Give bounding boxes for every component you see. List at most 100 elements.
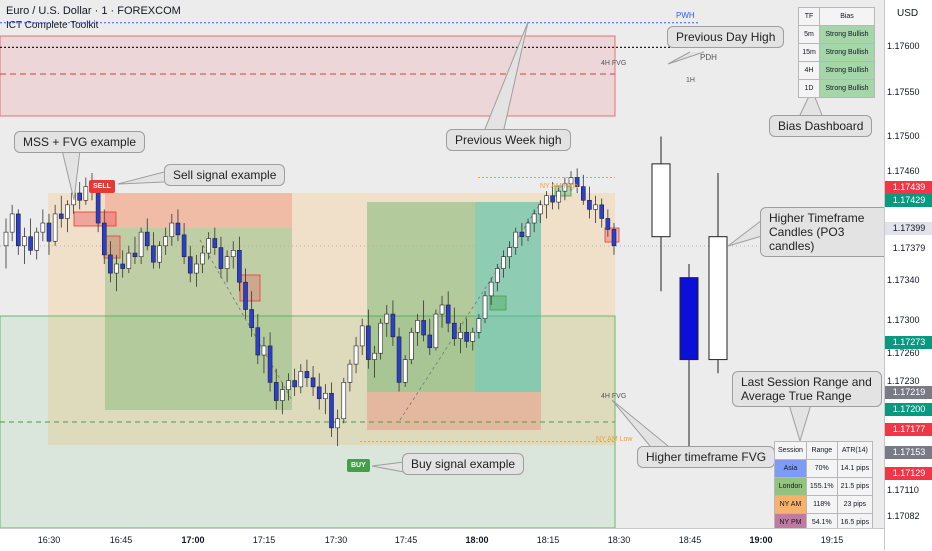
time-axis-label: 18:15 <box>536 535 560 545</box>
candle <box>316 386 322 400</box>
pointer-htf-fvg <box>611 399 669 447</box>
swing-line <box>199 239 293 401</box>
candle <box>181 234 187 258</box>
session-name: NY PM <box>774 513 807 528</box>
price-tag: 1.17177 <box>885 423 932 436</box>
fvg-box <box>489 295 507 311</box>
ny-am-low-label: NY AM Low <box>596 436 633 443</box>
candle <box>495 268 500 283</box>
candle <box>310 377 316 388</box>
time-axis-label: 17:00 <box>181 535 205 545</box>
price-tag: 1.17153 <box>885 446 932 459</box>
candle <box>329 392 334 429</box>
pwh-label: PWH <box>676 11 695 20</box>
atr-header: ATR(14) <box>836 441 874 460</box>
candle <box>507 247 512 258</box>
chart-pane[interactable]: Euro / U.S. Dollar · 1 · FOREXCOM ICT Co… <box>0 0 884 528</box>
bias-tf: 5m <box>798 25 820 44</box>
symbol-title[interactable]: Euro / U.S. Dollar · 1 · FOREXCOM <box>6 5 181 17</box>
price-tag: 1.17399 <box>885 222 932 235</box>
pointer-sell <box>117 171 165 185</box>
candle <box>206 238 211 254</box>
price-tag: 1.17439 <box>885 181 932 194</box>
candle <box>415 320 420 333</box>
indicator-name[interactable]: ICT Complete Toolkit <box>6 20 99 31</box>
candle <box>587 199 592 210</box>
sell-target-zone <box>105 193 292 228</box>
candle <box>218 247 224 269</box>
candle <box>34 231 40 251</box>
time-axis-label: 19:00 <box>749 535 773 545</box>
time-axis-label: 16:30 <box>37 535 61 545</box>
time-axis[interactable]: 16:30 16:45 17:00 17:15 17:30 17:45 18:00 18:15… <box>0 528 884 551</box>
htf-candle <box>679 277 699 361</box>
candle <box>298 371 304 388</box>
candle <box>212 238 218 248</box>
time-axis-label: 17:30 <box>324 535 348 545</box>
candle <box>138 231 144 258</box>
sell-signal-marker[interactable]: SELL <box>89 180 115 193</box>
callout-sell-signal: Sell signal example <box>164 164 286 186</box>
callout-htf-candles: Higher Timeframe Candles (PO3 candles) <box>760 207 884 257</box>
candle <box>501 256 506 269</box>
currency-button[interactable]: USD <box>897 8 919 19</box>
price-tag: 1.17129 <box>885 467 932 480</box>
candle <box>286 380 291 390</box>
candle <box>470 331 476 342</box>
pointer-buy <box>371 461 405 473</box>
candle <box>378 322 383 354</box>
callout-buy-signal: Buy signal example <box>402 453 525 475</box>
candle <box>538 204 543 215</box>
session-range: 118% <box>805 495 838 514</box>
price-axis-label: 1.17500 <box>887 131 920 141</box>
session-atr: 23 pips <box>836 495 874 514</box>
pointer-pdh <box>667 51 705 65</box>
bias-header-bias: Bias <box>819 7 875 26</box>
pdh-label: PDH <box>700 53 717 62</box>
price-chart[interactable] <box>0 0 884 528</box>
callout-previous-day-high: Previous Day High <box>667 26 785 48</box>
price-tag: 1.17273 <box>885 336 932 349</box>
session-atr: 21.5 pips <box>836 477 874 496</box>
sell-stop-zone <box>105 228 292 410</box>
candle <box>562 183 568 192</box>
candle <box>194 263 199 274</box>
session-name: NY AM <box>774 495 807 514</box>
candle <box>458 331 463 339</box>
candle <box>439 304 445 315</box>
callout-session-range: Last Session Range and Average True Rang… <box>732 371 882 407</box>
candle <box>151 245 156 263</box>
htf-candle <box>651 163 671 238</box>
candle <box>611 229 617 247</box>
time-axis-label: 17:15 <box>252 535 276 545</box>
session-name: London <box>774 477 807 496</box>
candle <box>599 204 605 219</box>
candle <box>9 213 15 233</box>
candle <box>347 363 353 383</box>
range-header: Range <box>805 441 838 460</box>
candle <box>341 382 347 420</box>
candle <box>366 325 371 360</box>
candle <box>237 250 242 283</box>
candle <box>396 336 402 383</box>
session-range: 54.1% <box>805 513 838 528</box>
mss-fvg-box <box>73 211 117 227</box>
callout-htf-fvg: Higher timeframe FVG <box>637 446 776 468</box>
candle <box>292 380 297 388</box>
fvg-4h-top-label: 4H FVG <box>601 60 627 67</box>
price-axis-label: 1.17340 <box>887 275 920 285</box>
candle <box>390 313 396 338</box>
candle <box>187 256 193 274</box>
candle <box>427 334 433 349</box>
candle <box>409 331 414 360</box>
time-axis-label: 18:00 <box>465 535 489 545</box>
candle <box>267 345 273 383</box>
candle <box>65 204 70 219</box>
buy-target-zone <box>367 202 541 392</box>
candle <box>476 318 482 333</box>
candle <box>132 252 138 258</box>
price-axis-label: 1.17460 <box>887 166 920 176</box>
candle <box>574 177 580 187</box>
buy-signal-marker[interactable]: BUY <box>347 459 370 472</box>
price-axis[interactable]: USD 1.17600 1.17550 1.17500 1.17460 1.17340 1… <box>884 0 932 550</box>
